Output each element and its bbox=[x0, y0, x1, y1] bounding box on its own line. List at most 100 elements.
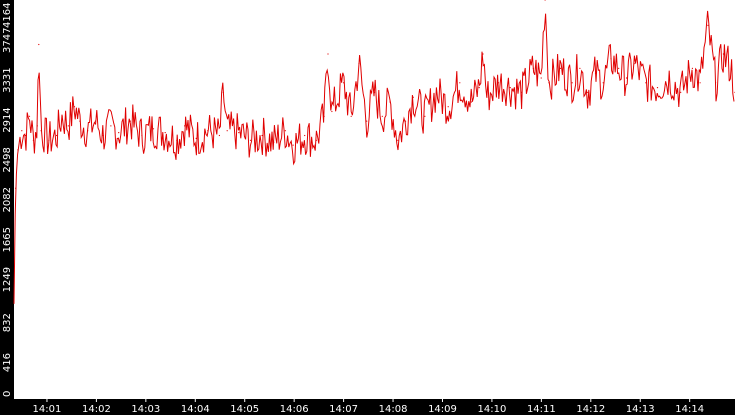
data-point bbox=[587, 91, 589, 93]
data-point bbox=[48, 139, 50, 141]
x-tick-label: 14:14 bbox=[675, 404, 704, 415]
data-point bbox=[164, 132, 166, 134]
data-point bbox=[249, 139, 252, 141]
y-tick-label: 2498 bbox=[2, 147, 13, 172]
data-point bbox=[482, 53, 484, 55]
data-point bbox=[691, 67, 694, 69]
y-tick-label: 2914 bbox=[2, 107, 13, 132]
y-tick-label: 2082 bbox=[2, 187, 13, 212]
x-tick-label: 14:10 bbox=[478, 404, 507, 415]
data-point bbox=[79, 120, 81, 122]
y-tick-label: 832 bbox=[2, 313, 13, 332]
data-point bbox=[602, 82, 604, 84]
data-point bbox=[315, 139, 317, 141]
data-point bbox=[292, 144, 294, 146]
x-tick-label: 14:12 bbox=[576, 404, 605, 415]
data-point bbox=[73, 106, 76, 108]
data-point bbox=[152, 128, 155, 130]
data-point bbox=[610, 58, 612, 60]
y-tick-label: 3747 bbox=[2, 28, 13, 53]
series-line bbox=[13, 10, 735, 304]
data-point bbox=[327, 53, 329, 55]
y-tick-label: 1665 bbox=[2, 227, 13, 252]
data-point bbox=[21, 130, 23, 132]
data-point bbox=[226, 130, 228, 132]
data-point bbox=[67, 125, 69, 127]
x-axis: 14:01 14:02 14:03 14:04 14:05 14:06 14:07 14:08… bbox=[33, 399, 704, 415]
x-tick-label: 14:08 bbox=[379, 404, 408, 415]
data-point bbox=[129, 120, 131, 122]
data-point bbox=[304, 134, 306, 137]
data-point bbox=[195, 137, 197, 139]
data-point bbox=[412, 96, 414, 98]
data-point bbox=[459, 82, 461, 84]
data-point bbox=[381, 115, 383, 117]
data-point bbox=[571, 82, 573, 84]
data-point bbox=[633, 63, 635, 65]
data-point bbox=[222, 91, 224, 93]
data-point bbox=[722, 53, 725, 55]
data-point bbox=[560, 67, 562, 69]
x-tick-label: 14:04 bbox=[181, 404, 210, 415]
data-point bbox=[110, 125, 112, 127]
data-point bbox=[28, 115, 31, 117]
y-tick-label: 0 bbox=[2, 391, 13, 397]
data-point bbox=[38, 43, 40, 46]
data-point bbox=[207, 130, 209, 132]
data-point bbox=[17, 149, 19, 151]
data-point bbox=[273, 141, 275, 143]
data-point bbox=[594, 72, 597, 74]
data-point bbox=[87, 130, 89, 132]
data-point bbox=[497, 82, 500, 84]
data-point bbox=[656, 87, 659, 89]
data-point bbox=[331, 110, 333, 113]
data-point bbox=[730, 67, 732, 69]
data-point bbox=[715, 82, 717, 84]
data-point bbox=[579, 67, 581, 69]
y-tick-label: 416 bbox=[2, 353, 13, 372]
data-point bbox=[176, 139, 178, 141]
data-point bbox=[540, 77, 542, 79]
data-point bbox=[486, 96, 488, 98]
x-tick-label: 14:01 bbox=[33, 404, 62, 415]
data-point bbox=[350, 115, 352, 117]
data-point bbox=[25, 134, 27, 137]
data-point bbox=[424, 115, 426, 117]
data-point bbox=[118, 132, 120, 134]
data-point bbox=[358, 63, 360, 65]
x-axis-band bbox=[0, 399, 735, 415]
data-point bbox=[141, 134, 143, 137]
data-point bbox=[94, 120, 96, 122]
data-point bbox=[668, 77, 670, 79]
data-point bbox=[184, 125, 186, 127]
x-tick-label: 14:07 bbox=[329, 404, 358, 415]
data-point bbox=[56, 134, 58, 137]
data-point bbox=[521, 91, 523, 93]
y-tick-label: 3331 bbox=[2, 67, 13, 92]
data-point bbox=[218, 134, 220, 137]
data-point bbox=[544, 0, 546, 1]
data-point bbox=[509, 87, 511, 89]
data-point bbox=[645, 82, 647, 84]
x-tick-label: 14:05 bbox=[230, 404, 259, 415]
x-tick-label: 14:03 bbox=[131, 404, 160, 415]
data-point bbox=[15, 187, 17, 189]
x-tick-label: 14:09 bbox=[428, 404, 457, 415]
data-point bbox=[625, 77, 628, 79]
series-group bbox=[13, 0, 735, 304]
data-point bbox=[102, 134, 104, 137]
y-tick-label: 4164 bbox=[2, 3, 13, 28]
data-point bbox=[389, 101, 391, 103]
x-tick-label: 14:02 bbox=[82, 404, 111, 415]
data-point bbox=[40, 130, 42, 132]
data-point bbox=[32, 139, 35, 141]
x-tick-label: 14:06 bbox=[280, 404, 309, 415]
data-point bbox=[478, 87, 480, 89]
data-point bbox=[699, 82, 701, 84]
data-point bbox=[470, 101, 472, 103]
data-point bbox=[261, 134, 263, 137]
x-tick-label: 14:13 bbox=[626, 404, 655, 415]
data-point bbox=[548, 82, 550, 84]
